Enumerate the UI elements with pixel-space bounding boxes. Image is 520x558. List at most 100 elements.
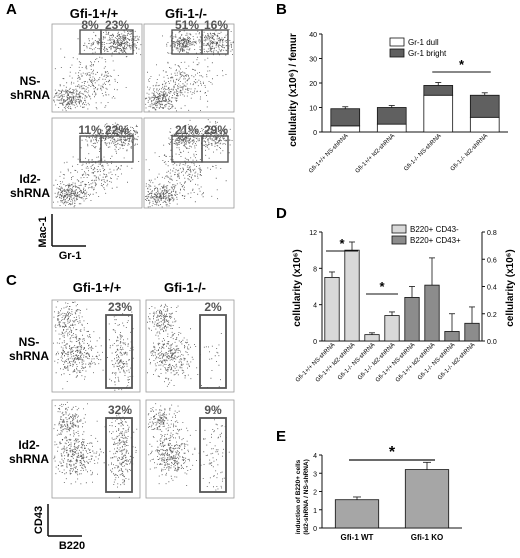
panel-d-bar-cd43pos bbox=[424, 284, 440, 342]
panel-c-x-axis-label: B220 bbox=[59, 540, 85, 552]
panel-b-legend-label: Gr-1 bright bbox=[408, 49, 447, 58]
facs-dot-cloud bbox=[53, 82, 95, 112]
panel-e-bar bbox=[334, 499, 380, 529]
panel-e-y-axis-label-1: induction of B220+ cells bbox=[295, 459, 302, 534]
panel-d-y-tick-label-right: 0.0 bbox=[487, 339, 497, 346]
gate-pct-a-wt-id2-dull: 11% bbox=[78, 123, 102, 137]
panel-d-legend-swatch bbox=[391, 235, 407, 245]
panel-b-x-tick-label: Gfi-1+/+ NS-shRNA bbox=[308, 133, 349, 174]
panel-b-significance-star: * bbox=[459, 57, 465, 72]
gate-pct-c-ko-id2: 9% bbox=[204, 403, 222, 417]
panel-a: A Gfi-1+/+ Gfi-1-/- NS- shRNA Id2- shRNA… bbox=[6, 1, 235, 262]
facs-plot-a-ko-id2 bbox=[143, 117, 235, 209]
gate-pct-a-wt-id2-bright: 22% bbox=[105, 123, 129, 137]
panel-b-bar-bright bbox=[330, 108, 361, 127]
panel-b: B cellularity (x10⁶) / femur 0 10 20 30 40 Gf… bbox=[276, 1, 508, 175]
panel-e-x-tick-label: Gfi-1 WT bbox=[341, 533, 374, 542]
panel-b-y-axis-label: cellularity (x10⁶) / femur bbox=[288, 33, 299, 147]
panel-label-e: E bbox=[276, 428, 286, 445]
panel-c-row-label-id2-1: Id2- bbox=[18, 438, 39, 452]
panel-e-y-tick-label: 4 bbox=[313, 453, 317, 460]
panel-c-row-label-ns-2: shRNA bbox=[9, 349, 49, 363]
panel-e-y-tick-label: 0 bbox=[313, 526, 317, 533]
gate-c-ko-ns bbox=[199, 314, 227, 389]
panel-e-y-tick-label: 2 bbox=[313, 490, 317, 497]
panel-d-legend-label: B220+ CD43+ bbox=[410, 236, 461, 245]
panel-b-legend-swatch bbox=[389, 48, 405, 58]
gate-pct-a-ko-ns-bright: 16% bbox=[204, 18, 228, 32]
panel-d-legend-label: B220+ CD43- bbox=[410, 225, 459, 234]
panel-a-row-label-id2-2: shRNA bbox=[10, 186, 50, 200]
panel-b-legend-swatch bbox=[389, 37, 405, 47]
facs-dot-cloud bbox=[147, 324, 211, 387]
panel-label-d: D bbox=[276, 205, 287, 222]
panel-e-bar bbox=[404, 469, 450, 529]
panel-b-bar-bright bbox=[469, 94, 500, 118]
gate-pct-a-ko-id2-bright: 29% bbox=[204, 123, 228, 137]
gate-a-wt-id2-bright bbox=[100, 135, 134, 163]
panel-e: E induction of B220+ cells (Id2-shRNA / … bbox=[276, 428, 462, 542]
panel-d-x-tick-label: Gfi-1-/- Id2-shRNA bbox=[357, 342, 396, 381]
panel-d-y-axis-label-right: cellularity (x10⁶) bbox=[505, 249, 516, 326]
panel-d-x-tick-label: Gfi-1-/- NS-shRNA bbox=[337, 342, 376, 381]
panel-d-x-tick-label: Gfi-1-/- Id2-shRNA bbox=[437, 342, 476, 381]
gate-c-ko-id2 bbox=[199, 417, 227, 493]
facs-plot-c-wt-id2 bbox=[51, 399, 141, 499]
panel-d-y-tick-label-right: 0.4 bbox=[487, 285, 497, 292]
panel-b-x-tick-label: Gfi-1-/- Id2-shRNA bbox=[450, 133, 489, 172]
panel-d-y-tick-label-left: 12 bbox=[309, 230, 317, 237]
panel-a-x-axis-label: Gr-1 bbox=[59, 250, 82, 262]
panel-b-bar-dull bbox=[376, 123, 407, 133]
panel-a-row-label-id2-1: Id2- bbox=[19, 172, 40, 186]
panel-d-x-tick-label: Gfi-1-/- NS-shRNA bbox=[417, 342, 456, 381]
facs-plot-a-wt-ns bbox=[51, 23, 143, 113]
facs-dot-cloud bbox=[145, 175, 184, 208]
panel-c-col-header-ko: Gfi-1-/- bbox=[164, 280, 206, 295]
panel-c-row-label-ns-1: NS- bbox=[19, 335, 40, 349]
gate-a-ko-ns-bright bbox=[201, 29, 229, 55]
panel-b-y-tick-label: 20 bbox=[309, 81, 317, 88]
panel-b-bar-dull bbox=[469, 116, 500, 133]
panel-d-y-tick-label-right: 0.8 bbox=[487, 230, 497, 237]
panel-b-chart: 0 10 20 30 40 Gfi-1+/+ NS-shRNA Gfi-1+/+ Id2-s… bbox=[308, 32, 508, 175]
panel-b-bar-bright bbox=[423, 85, 454, 96]
gate-pct-c-wt-ns: 23% bbox=[108, 300, 132, 314]
panel-d-legend-swatch bbox=[391, 224, 407, 234]
facs-dot-cloud bbox=[53, 322, 104, 390]
facs-dot-cloud bbox=[147, 303, 180, 344]
panel-b-y-tick-label: 30 bbox=[309, 57, 317, 64]
panel-e-chart: 0 1 2 3 4 Gfi-1 WT Gfi-1 KO * bbox=[313, 444, 462, 542]
panel-e-y-axis-label-2: (Id2-shRNA / NS-shRNA) bbox=[303, 459, 310, 535]
facs-dot-cloud bbox=[148, 424, 202, 486]
gate-pct-a-wt-ns-bright: 23% bbox=[105, 18, 129, 32]
panel-e-x-tick-label: Gfi-1 KO bbox=[411, 533, 443, 542]
panel-c-scatter-dots bbox=[53, 301, 230, 498]
gate-c-wt-ns bbox=[105, 314, 133, 389]
panel-d: D cellularity (x10⁶) cellularity (x10⁶) … bbox=[276, 205, 516, 384]
panel-d-y-tick-label-left: 4 bbox=[313, 303, 317, 310]
panel-b-bar-bright bbox=[376, 107, 407, 125]
gate-a-ko-id2-bright bbox=[201, 135, 229, 163]
panel-d-bar-cd43pos bbox=[464, 322, 480, 342]
gate-pct-c-ko-ns: 2% bbox=[204, 300, 222, 314]
facs-dot-cloud bbox=[53, 175, 95, 208]
panel-d-y-tick-label-left: 0 bbox=[313, 339, 317, 346]
facs-dot-cloud bbox=[53, 422, 104, 485]
panel-b-y-tick-label: 10 bbox=[309, 106, 317, 113]
panel-e-significance-star: * bbox=[389, 444, 396, 461]
panel-e-y-tick-label: 3 bbox=[313, 471, 317, 478]
panel-c-col-header-wt: Gfi-1+/+ bbox=[73, 280, 122, 295]
panel-d-y-axis-label-left: cellularity (x10⁶) bbox=[292, 249, 303, 326]
panel-d-bar-cd43neg bbox=[344, 249, 360, 342]
panel-c-row-label-id2-2: shRNA bbox=[9, 452, 49, 466]
panel-d-y-tick-label-right: 0.6 bbox=[487, 257, 497, 264]
panel-d-bar-cd43neg bbox=[324, 277, 340, 342]
panel-d-bar-cd43pos bbox=[404, 296, 420, 342]
panel-d-bar-cd43neg bbox=[364, 334, 380, 342]
panel-a-col-header-ko: Gfi-1-/- bbox=[165, 6, 207, 21]
panel-b-legend-label: Gr-1 dull bbox=[408, 38, 439, 47]
panel-b-y-tick-label: 0 bbox=[313, 130, 317, 137]
panel-b-y-tick-label: 40 bbox=[309, 32, 317, 39]
